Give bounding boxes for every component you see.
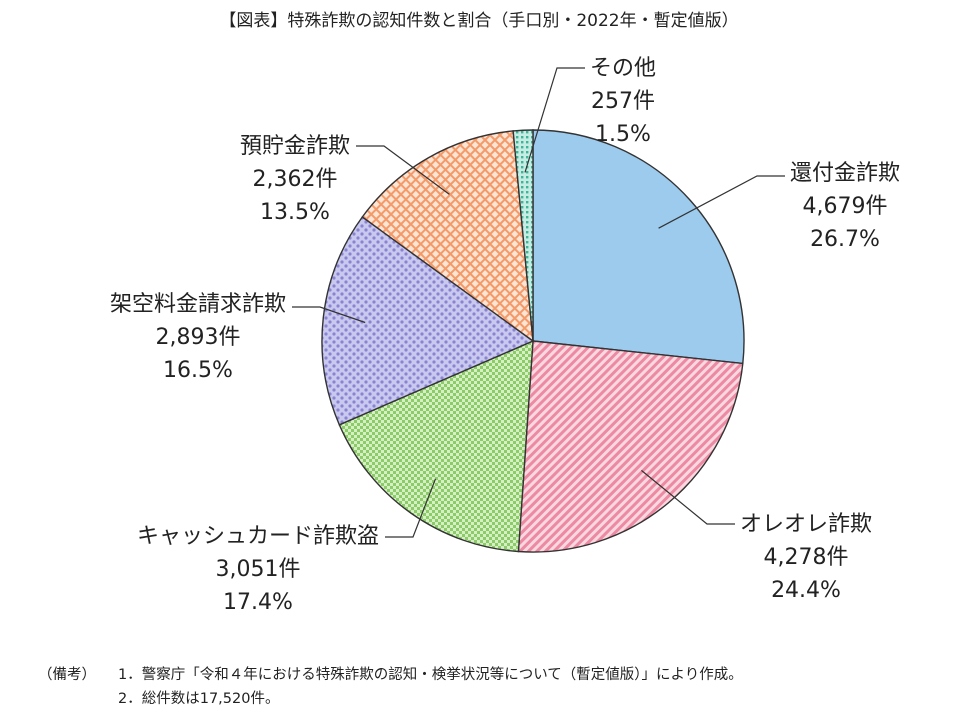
pie-slice-savings-fraud <box>361 130 534 343</box>
slice-percent-savings-fraud: 13.5% <box>260 200 330 225</box>
leader-line-ore-ore-fraud <box>641 469 735 525</box>
notes: （備考） 1．警察庁「令和４年における特殊詐欺の認知・検挙状況等について（暫定値版… <box>38 663 743 711</box>
pie-slice-ore-ore-fraud <box>517 340 744 553</box>
slice-percent-cash-card-theft: 17.4% <box>223 590 293 615</box>
slice-name-cash-card-theft: キャッシュカード詐欺盗 <box>136 524 379 549</box>
notes-prefix: （備考） <box>38 667 96 683</box>
slice-label-fictitious-billing: 架空料金請求詐欺 2,893件 16.5% <box>110 288 286 387</box>
note-line-2: 2．総件数は17,520件。 <box>118 691 280 707</box>
slice-count-ore-ore-fraud: 4,278件 <box>763 545 849 570</box>
pie-slice-refund-fraud <box>532 129 745 365</box>
pie-slice-fictitious-billing <box>321 216 535 426</box>
slice-label-savings-fraud: 預貯金詐欺 2,362件 13.5% <box>240 130 350 229</box>
slice-percent-other: 1.5% <box>595 122 651 147</box>
leader-line-refund-fraud <box>658 175 785 229</box>
slice-count-cash-card-theft: 3,051件 <box>215 557 301 582</box>
slice-percent-fictitious-billing: 16.5% <box>163 358 233 383</box>
leader-line-other <box>524 67 585 173</box>
slice-label-refund-fraud: 還付金詐欺 4,679件 26.7% <box>790 157 900 256</box>
slice-name-other: その他 <box>590 56 657 81</box>
slice-label-cash-card-theft: キャッシュカード詐欺盗 3,051件 17.4% <box>137 520 379 619</box>
slice-count-refund-fraud: 4,679件 <box>802 194 888 219</box>
slice-percent-refund-fraud: 26.7% <box>810 227 880 252</box>
leader-line-cash-card-theft <box>385 478 437 538</box>
slice-label-other: その他 257件 1.5% <box>590 52 656 151</box>
slice-count-fictitious-billing: 2,893件 <box>155 325 241 350</box>
pie-slice-cash-card-theft <box>338 339 534 553</box>
slice-name-refund-fraud: 還付金詐欺 <box>790 161 901 186</box>
pie-slice-other <box>512 129 534 342</box>
slice-count-savings-fraud: 2,362件 <box>252 167 338 192</box>
slice-percent-ore-ore-fraud: 24.4% <box>771 578 841 603</box>
slice-count-other: 257件 <box>591 89 655 114</box>
slice-name-savings-fraud: 預貯金詐欺 <box>239 134 350 159</box>
leader-line-fictitious-billing <box>292 306 366 324</box>
slice-name-ore-ore-fraud: オレオレ詐欺 <box>740 512 873 537</box>
chart-title: 【図表】特殊詐欺の認知件数と割合（手口別・2022年・暫定値版） <box>219 11 739 31</box>
slice-name-fictitious-billing: 架空料金請求詐欺 <box>109 292 286 317</box>
leader-line-savings-fraud <box>356 145 450 195</box>
note-line-1: 1．警察庁「令和４年における特殊詐欺の認知・検挙状況等について（暫定値版）」によ… <box>118 667 743 683</box>
slice-label-ore-ore-fraud: オレオレ詐欺 4,278件 24.4% <box>740 508 872 607</box>
